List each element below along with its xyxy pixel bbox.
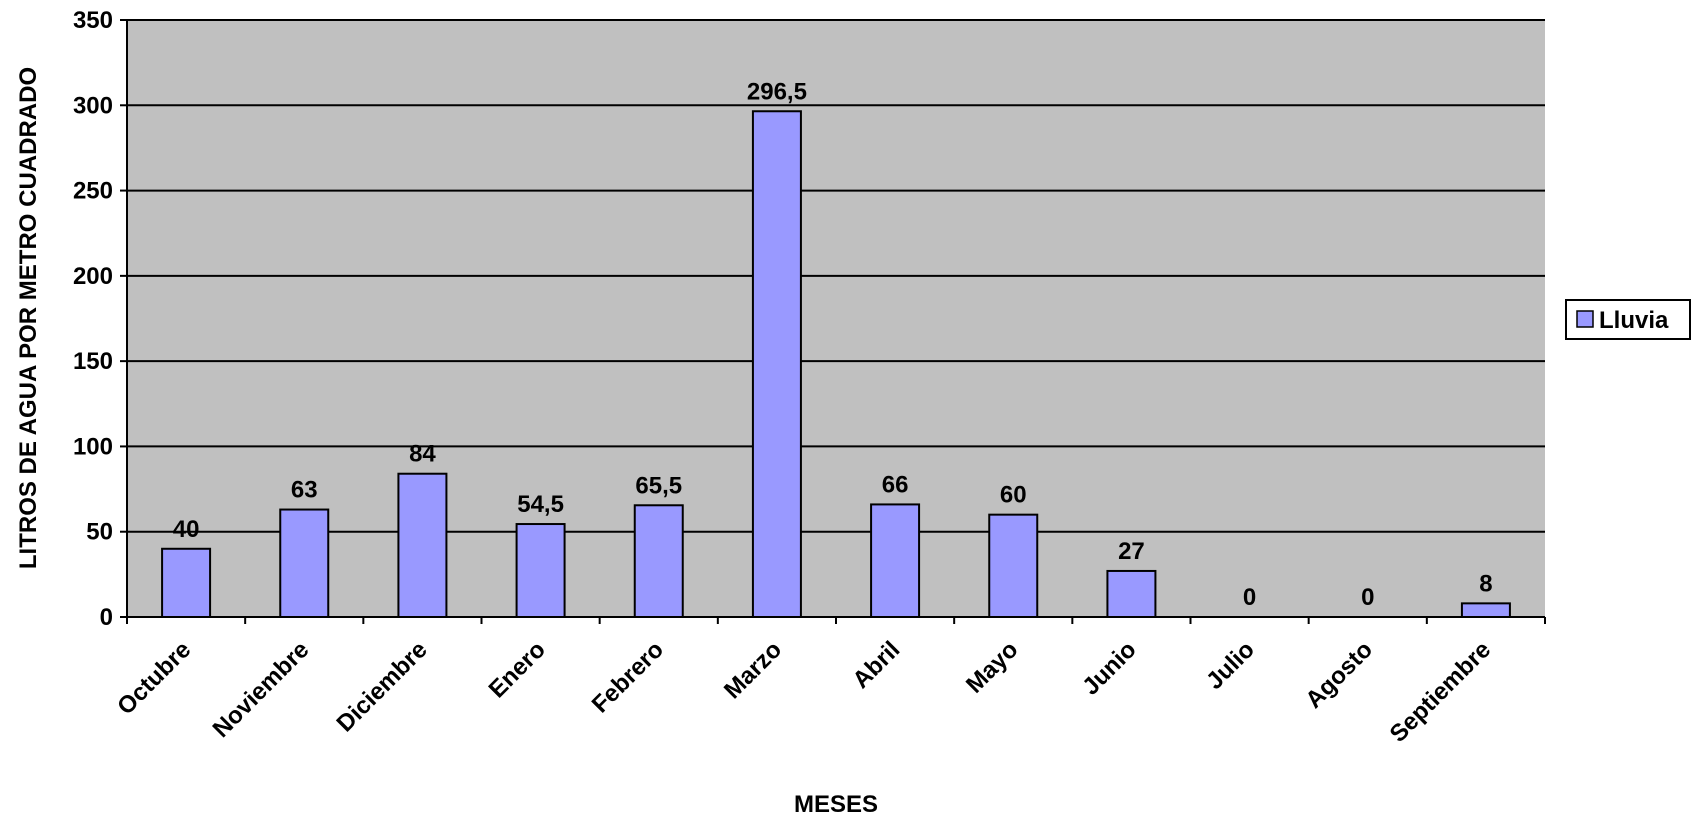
x-tick-label: Julio — [1201, 636, 1260, 695]
data-label: 84 — [409, 441, 436, 468]
x-tick-labels: Octubre Noviembre Diciembre Enero Febrero Mar… — [112, 636, 1496, 748]
data-label: 0 — [1361, 584, 1374, 611]
y-tick-label: 50 — [86, 519, 113, 546]
bar — [161, 547, 212, 618]
data-label: 27 — [1118, 538, 1145, 565]
x-tick-label: Mayo — [961, 636, 1023, 698]
x-tick-label: Febrero — [587, 636, 669, 718]
y-tick-label: 350 — [73, 7, 113, 34]
y-tick-label: 150 — [73, 348, 113, 375]
data-label: 296,5 — [747, 78, 807, 105]
data-label: 8 — [1479, 570, 1492, 597]
bar — [515, 523, 566, 618]
x-tick-label: Diciembre — [331, 636, 432, 737]
plot-area — [127, 20, 1545, 617]
y-tick-label: 250 — [73, 178, 113, 205]
x-tick-label: Enero — [484, 636, 551, 703]
x-tick-label: Junio — [1077, 636, 1141, 700]
bar — [988, 513, 1039, 619]
axes — [120, 19, 1546, 624]
y-tick-label: 0 — [100, 604, 113, 631]
data-label: 60 — [1000, 482, 1027, 509]
x-tick-label: Octubre — [112, 636, 196, 720]
data-label: 63 — [291, 477, 318, 504]
y-tick-label: 100 — [73, 433, 113, 460]
x-tick-label: Abril — [848, 636, 906, 694]
data-label: 65,5 — [635, 472, 682, 499]
bar — [751, 110, 802, 619]
data-labels: 40 63 84 54,5 65,5 296,5 66 60 27 0 0 8 — [173, 78, 1493, 611]
y-axis-title: LITROS DE AGUA POR METRO CUADRADO — [15, 67, 42, 569]
legend-swatch — [1576, 310, 1594, 328]
bar — [870, 503, 921, 618]
x-axis-title: MESES — [794, 791, 878, 818]
data-label: 40 — [173, 516, 200, 543]
data-label: 0 — [1243, 584, 1256, 611]
x-tick-label: Septiembre — [1385, 636, 1497, 748]
x-tick-label: Noviembre — [208, 636, 315, 743]
bar — [279, 508, 330, 619]
y-tick-label: 300 — [73, 92, 113, 119]
data-label: 54,5 — [517, 491, 564, 518]
gridlines — [127, 19, 1545, 533]
bar — [397, 472, 448, 618]
bar — [633, 504, 684, 619]
data-label: 66 — [882, 471, 909, 498]
bars — [161, 110, 1511, 619]
legend: Lluvia — [1565, 299, 1691, 340]
x-tick-label: Agosto — [1300, 636, 1378, 714]
y-tick-label: 200 — [73, 263, 113, 290]
y-tick-labels: 0 50 100 150 200 250 300 350 — [73, 7, 113, 631]
bar — [1106, 569, 1157, 619]
legend-label: Lluvia — [1599, 307, 1669, 334]
x-tick-label: Marzo — [719, 636, 787, 704]
bar — [1460, 602, 1511, 619]
